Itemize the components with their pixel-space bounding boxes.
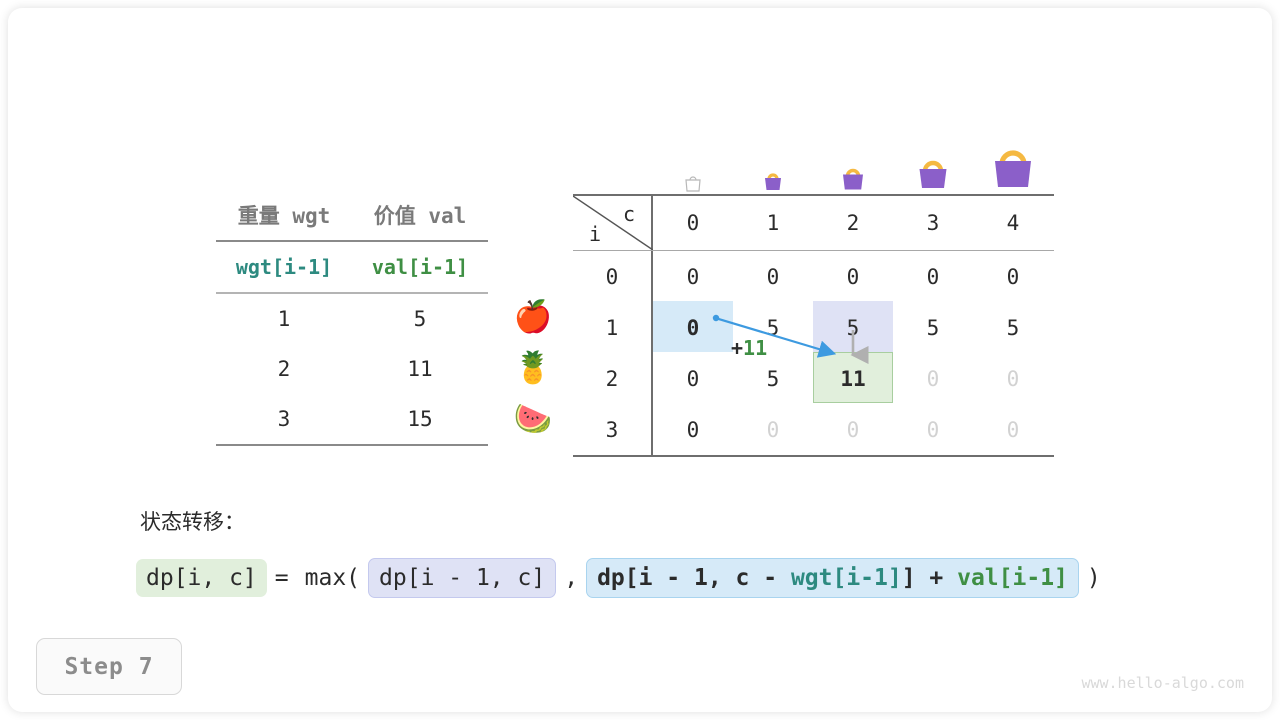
dp-row-3: 3 0 0 0 0 0 <box>573 404 1054 455</box>
formula-arg2-prefix: dp[i - 1, c - <box>597 565 791 591</box>
item-wgt-1: 1 <box>277 307 291 331</box>
item-val-1: 5 <box>413 307 427 331</box>
plus-value: 11 <box>743 336 768 360</box>
watermark: www.hello-algo.com <box>1081 674 1244 692</box>
item-table-header-wgt: 重量 wgt <box>237 204 331 228</box>
fruit-icon-column: 🍎 🍍 🍉 <box>505 292 561 445</box>
dp-row-header-1: 1 <box>573 302 653 353</box>
dp-row-0: 0 0 0 0 0 0 <box>573 251 1054 302</box>
plus-sign: + <box>731 336 744 360</box>
dp-cell-1-0: 0 <box>686 315 700 340</box>
dp-row-header-0: 0 <box>573 251 653 302</box>
bag-icon-row <box>573 126 1054 194</box>
item-table-row: 3 15 <box>216 394 488 444</box>
bag-icon-2 <box>813 126 893 194</box>
dp-cell-0-2: 0 <box>846 264 860 289</box>
dp-table-wrapper: c i 0 1 2 3 4 0 0 0 0 0 0 1 0 <box>573 126 1054 457</box>
dp-cell-0-0: 0 <box>686 264 700 289</box>
dp-row-axis-label: i <box>589 222 602 246</box>
step-badge: Step 7 <box>36 638 182 695</box>
dp-col-header-3: 3 <box>926 211 940 235</box>
formula-arg2-mid: ] + <box>901 565 958 591</box>
dp-cell-2-3: 0 <box>926 366 940 391</box>
dp-cell-3-1: 0 <box>766 417 780 442</box>
dp-cell-2-0: 0 <box>686 366 700 391</box>
dp-cell-3-0: 0 <box>686 417 700 442</box>
dp-col-header-2: 2 <box>846 211 860 235</box>
dp-header-row: c i 0 1 2 3 4 <box>573 196 1054 251</box>
dp-cell-0-1: 0 <box>766 264 780 289</box>
dp-cell-3-3: 0 <box>926 417 940 442</box>
item-table-rule-mid <box>216 292 488 294</box>
dp-cell-1-4: 5 <box>1006 315 1020 340</box>
formula-lhs: dp[i, c] <box>136 559 267 597</box>
bag-icon-1 <box>733 126 813 194</box>
formula-arg1: dp[i - 1, c] <box>368 558 557 598</box>
apple-icon: 🍎 <box>513 299 553 335</box>
item-table-header-row: 重量 wgt 价值 val <box>216 190 488 240</box>
dp-table: c i 0 1 2 3 4 0 0 0 0 0 0 1 0 <box>573 194 1054 457</box>
dp-cell-1-2: 5 <box>846 315 860 340</box>
dp-corner-header: c i <box>573 196 653 250</box>
bag-icon-0 <box>653 126 733 194</box>
item-wgt-2: 2 <box>277 357 291 381</box>
item-table-header-val: 价值 val <box>373 204 467 228</box>
pineapple-icon: 🍍 <box>513 350 553 386</box>
item-table-subheader-row: wgt[i-1] val[i-1] <box>216 242 488 292</box>
dp-cell-3-4: 0 <box>1006 417 1020 442</box>
item-table-subheader-wgt: wgt[i-1] <box>235 255 333 279</box>
state-transition-label: 状态转移： <box>140 510 245 534</box>
state-transition-formula: dp[i, c] = max( dp[i - 1, c] , dp[i - 1,… <box>136 558 1109 598</box>
item-val-2: 11 <box>407 357 433 381</box>
formula-arg2-wgt: wgt[i-1] <box>790 565 902 591</box>
dp-cell-2-4: 0 <box>1006 366 1020 391</box>
dp-cell-0-3: 0 <box>926 264 940 289</box>
dp-cell-3-2: 0 <box>846 417 860 442</box>
item-table-row: 1 5 <box>216 294 488 344</box>
dp-cell-2-1: 5 <box>766 366 780 391</box>
item-table-rule-top <box>216 240 488 242</box>
dp-col-header-4: 4 <box>1006 211 1020 235</box>
item-table-row: 2 11 <box>216 344 488 394</box>
dp-col-header-1: 1 <box>766 211 780 235</box>
item-table-rule-bottom <box>216 444 488 446</box>
item-wgt-3: 3 <box>277 407 291 431</box>
plus-value-annotation: +11 <box>731 336 767 360</box>
dp-cell-0-4: 0 <box>1006 264 1020 289</box>
dp-row-header-2: 2 <box>573 353 653 404</box>
dp-col-axis-label: c <box>622 202 635 226</box>
formula-max-open: max( <box>304 565 361 591</box>
formula-equals: = <box>274 565 289 591</box>
dp-cell-2-2: 11 <box>840 366 866 391</box>
item-table: 重量 wgt 价值 val wgt[i-1] val[i-1] 1 5 2 11… <box>216 190 488 446</box>
bag-icon-3 <box>893 126 973 194</box>
item-val-3: 15 <box>407 407 433 431</box>
formula-comma: , <box>564 565 579 591</box>
dp-row-1: 1 0 5 5 5 5 <box>573 302 1054 353</box>
item-table-subheader-val: val[i-1] <box>371 255 469 279</box>
formula-arg2: dp[i - 1, c - wgt[i-1]] + val[i-1] <box>586 558 1079 598</box>
formula-arg2-val: val[i-1] <box>957 565 1068 591</box>
dp-cell-1-3: 5 <box>926 315 940 340</box>
formula-close-paren: ) <box>1086 565 1101 591</box>
bag-icon-4 <box>973 126 1053 194</box>
dp-col-header-0: 0 <box>686 211 700 235</box>
watermelon-icon: 🍉 <box>513 401 553 437</box>
dp-row-2: 2 0 5 11 0 0 <box>573 353 1054 404</box>
dp-row-header-3: 3 <box>573 404 653 455</box>
